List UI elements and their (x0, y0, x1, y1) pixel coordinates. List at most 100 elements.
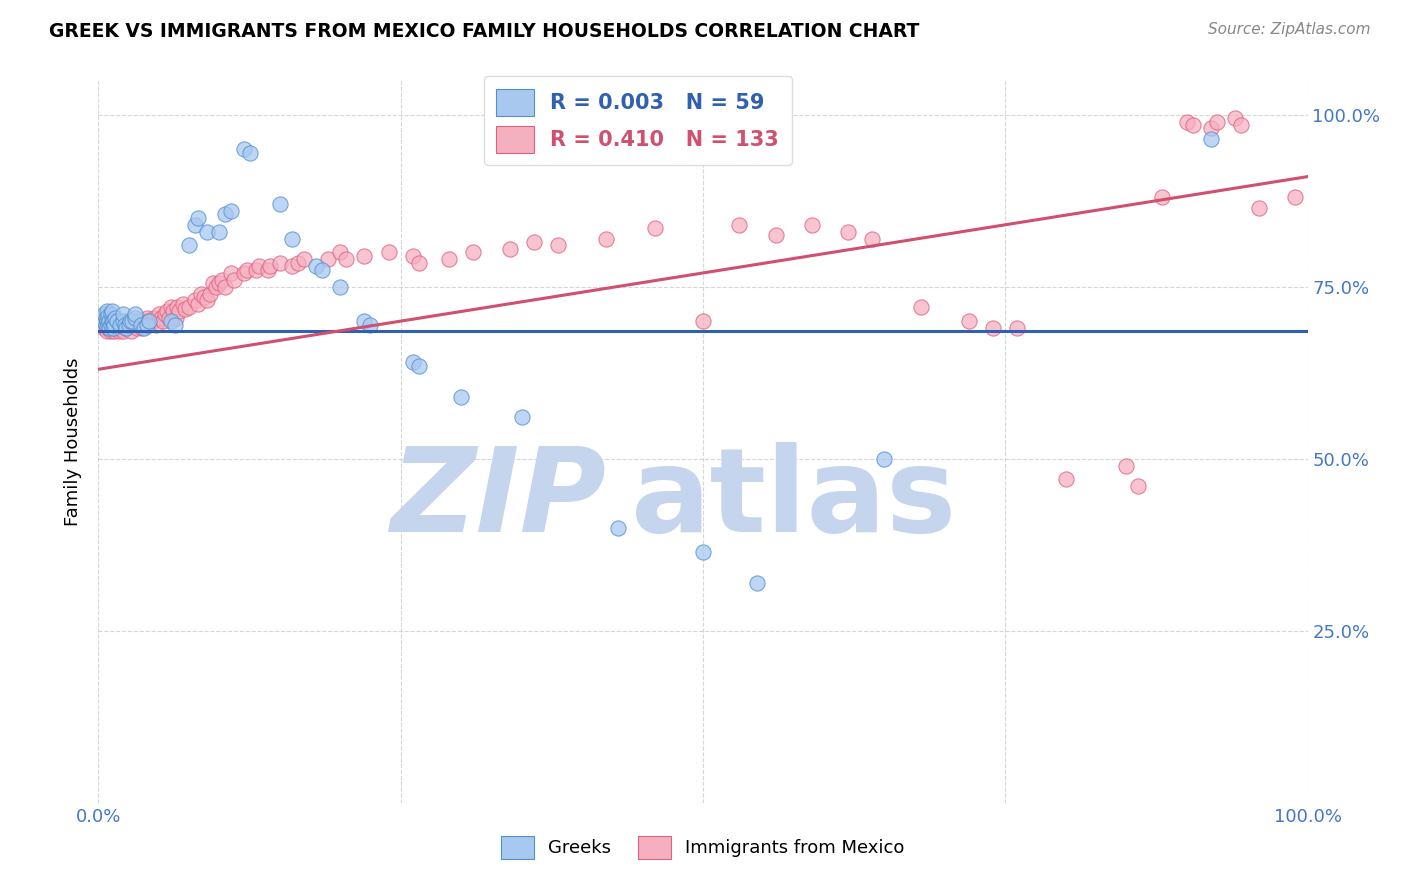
Point (1152, 190, 1174, 204)
Point (595, 231, 617, 245)
Point (402, 249, 425, 263)
Point (97, 309, 120, 323)
Point (135, 310, 157, 325)
Point (100, 318, 122, 332)
Point (135, 318, 157, 332)
Point (523, 235, 546, 249)
Point (121, 314, 143, 328)
Point (232, 266, 254, 280)
Point (498, 242, 520, 256)
Point (1223, 111, 1246, 125)
Point (118, 314, 141, 328)
Point (104, 310, 127, 325)
Point (195, 225, 218, 239)
Point (166, 301, 188, 315)
Point (692, 314, 714, 328)
Point (160, 314, 183, 328)
Point (1007, 321, 1029, 335)
Point (1115, 458, 1137, 473)
Point (142, 314, 165, 328)
Point (408, 255, 430, 269)
Point (437, 252, 460, 267)
Point (98, 321, 121, 335)
Point (120, 325, 142, 339)
Point (747, 575, 769, 590)
Point (115, 321, 138, 335)
Point (287, 255, 309, 269)
Point (1175, 114, 1198, 128)
Point (311, 262, 333, 277)
Point (160, 301, 183, 315)
Point (1128, 479, 1150, 493)
Point (329, 245, 352, 260)
Point (800, 218, 823, 232)
Point (353, 249, 375, 263)
Point (193, 290, 215, 304)
Text: ZIP: ZIP (391, 442, 606, 557)
Point (329, 279, 352, 293)
Point (1230, 118, 1253, 132)
Text: atlas: atlas (630, 442, 956, 557)
Point (152, 314, 174, 328)
Point (190, 286, 212, 301)
Point (692, 544, 714, 558)
Point (108, 318, 131, 332)
Point (111, 325, 134, 339)
Point (450, 390, 472, 404)
Point (259, 259, 281, 273)
Point (245, 262, 267, 277)
Point (128, 314, 150, 328)
Point (162, 303, 184, 318)
Y-axis label: Family Households: Family Households (65, 358, 83, 525)
Point (107, 318, 129, 332)
Point (221, 266, 243, 280)
Point (236, 262, 259, 277)
Point (150, 310, 173, 325)
Point (305, 259, 328, 273)
Point (221, 204, 243, 219)
Point (204, 279, 226, 293)
Point (101, 314, 124, 328)
Point (96, 303, 118, 318)
Text: GREEK VS IMMIGRANTS FROM MEXICO FAMILY HOUSEHOLDS CORRELATION CHART: GREEK VS IMMIGRANTS FROM MEXICO FAMILY H… (49, 22, 920, 41)
Point (281, 231, 304, 245)
Point (103, 318, 125, 332)
Point (1199, 132, 1222, 146)
Point (728, 218, 751, 232)
Point (134, 321, 156, 335)
Point (105, 314, 128, 328)
Point (100, 325, 122, 339)
Point (97, 321, 120, 335)
Point (96, 314, 118, 328)
Point (547, 238, 569, 252)
Point (172, 297, 194, 311)
Point (125, 318, 148, 332)
Point (860, 231, 883, 245)
Point (353, 314, 375, 328)
Point (101, 321, 124, 335)
Legend: Greeks, Immigrants from Mexico: Greeks, Immigrants from Mexico (494, 829, 912, 866)
Point (101, 318, 124, 332)
Point (202, 277, 225, 291)
Point (292, 252, 315, 267)
Point (98, 314, 121, 328)
Point (111, 307, 134, 321)
Point (163, 318, 186, 332)
Point (100, 307, 122, 321)
Point (108, 325, 131, 339)
Point (195, 293, 218, 308)
Point (1206, 114, 1229, 128)
Point (114, 318, 136, 332)
Point (1199, 121, 1222, 136)
Point (96, 314, 118, 328)
Point (1284, 190, 1306, 204)
Point (153, 307, 176, 321)
Point (247, 259, 270, 273)
Point (136, 314, 159, 328)
Point (198, 286, 221, 301)
Point (94, 318, 117, 332)
Point (1054, 472, 1077, 486)
Point (214, 207, 236, 221)
Point (377, 245, 399, 260)
Point (463, 245, 485, 260)
